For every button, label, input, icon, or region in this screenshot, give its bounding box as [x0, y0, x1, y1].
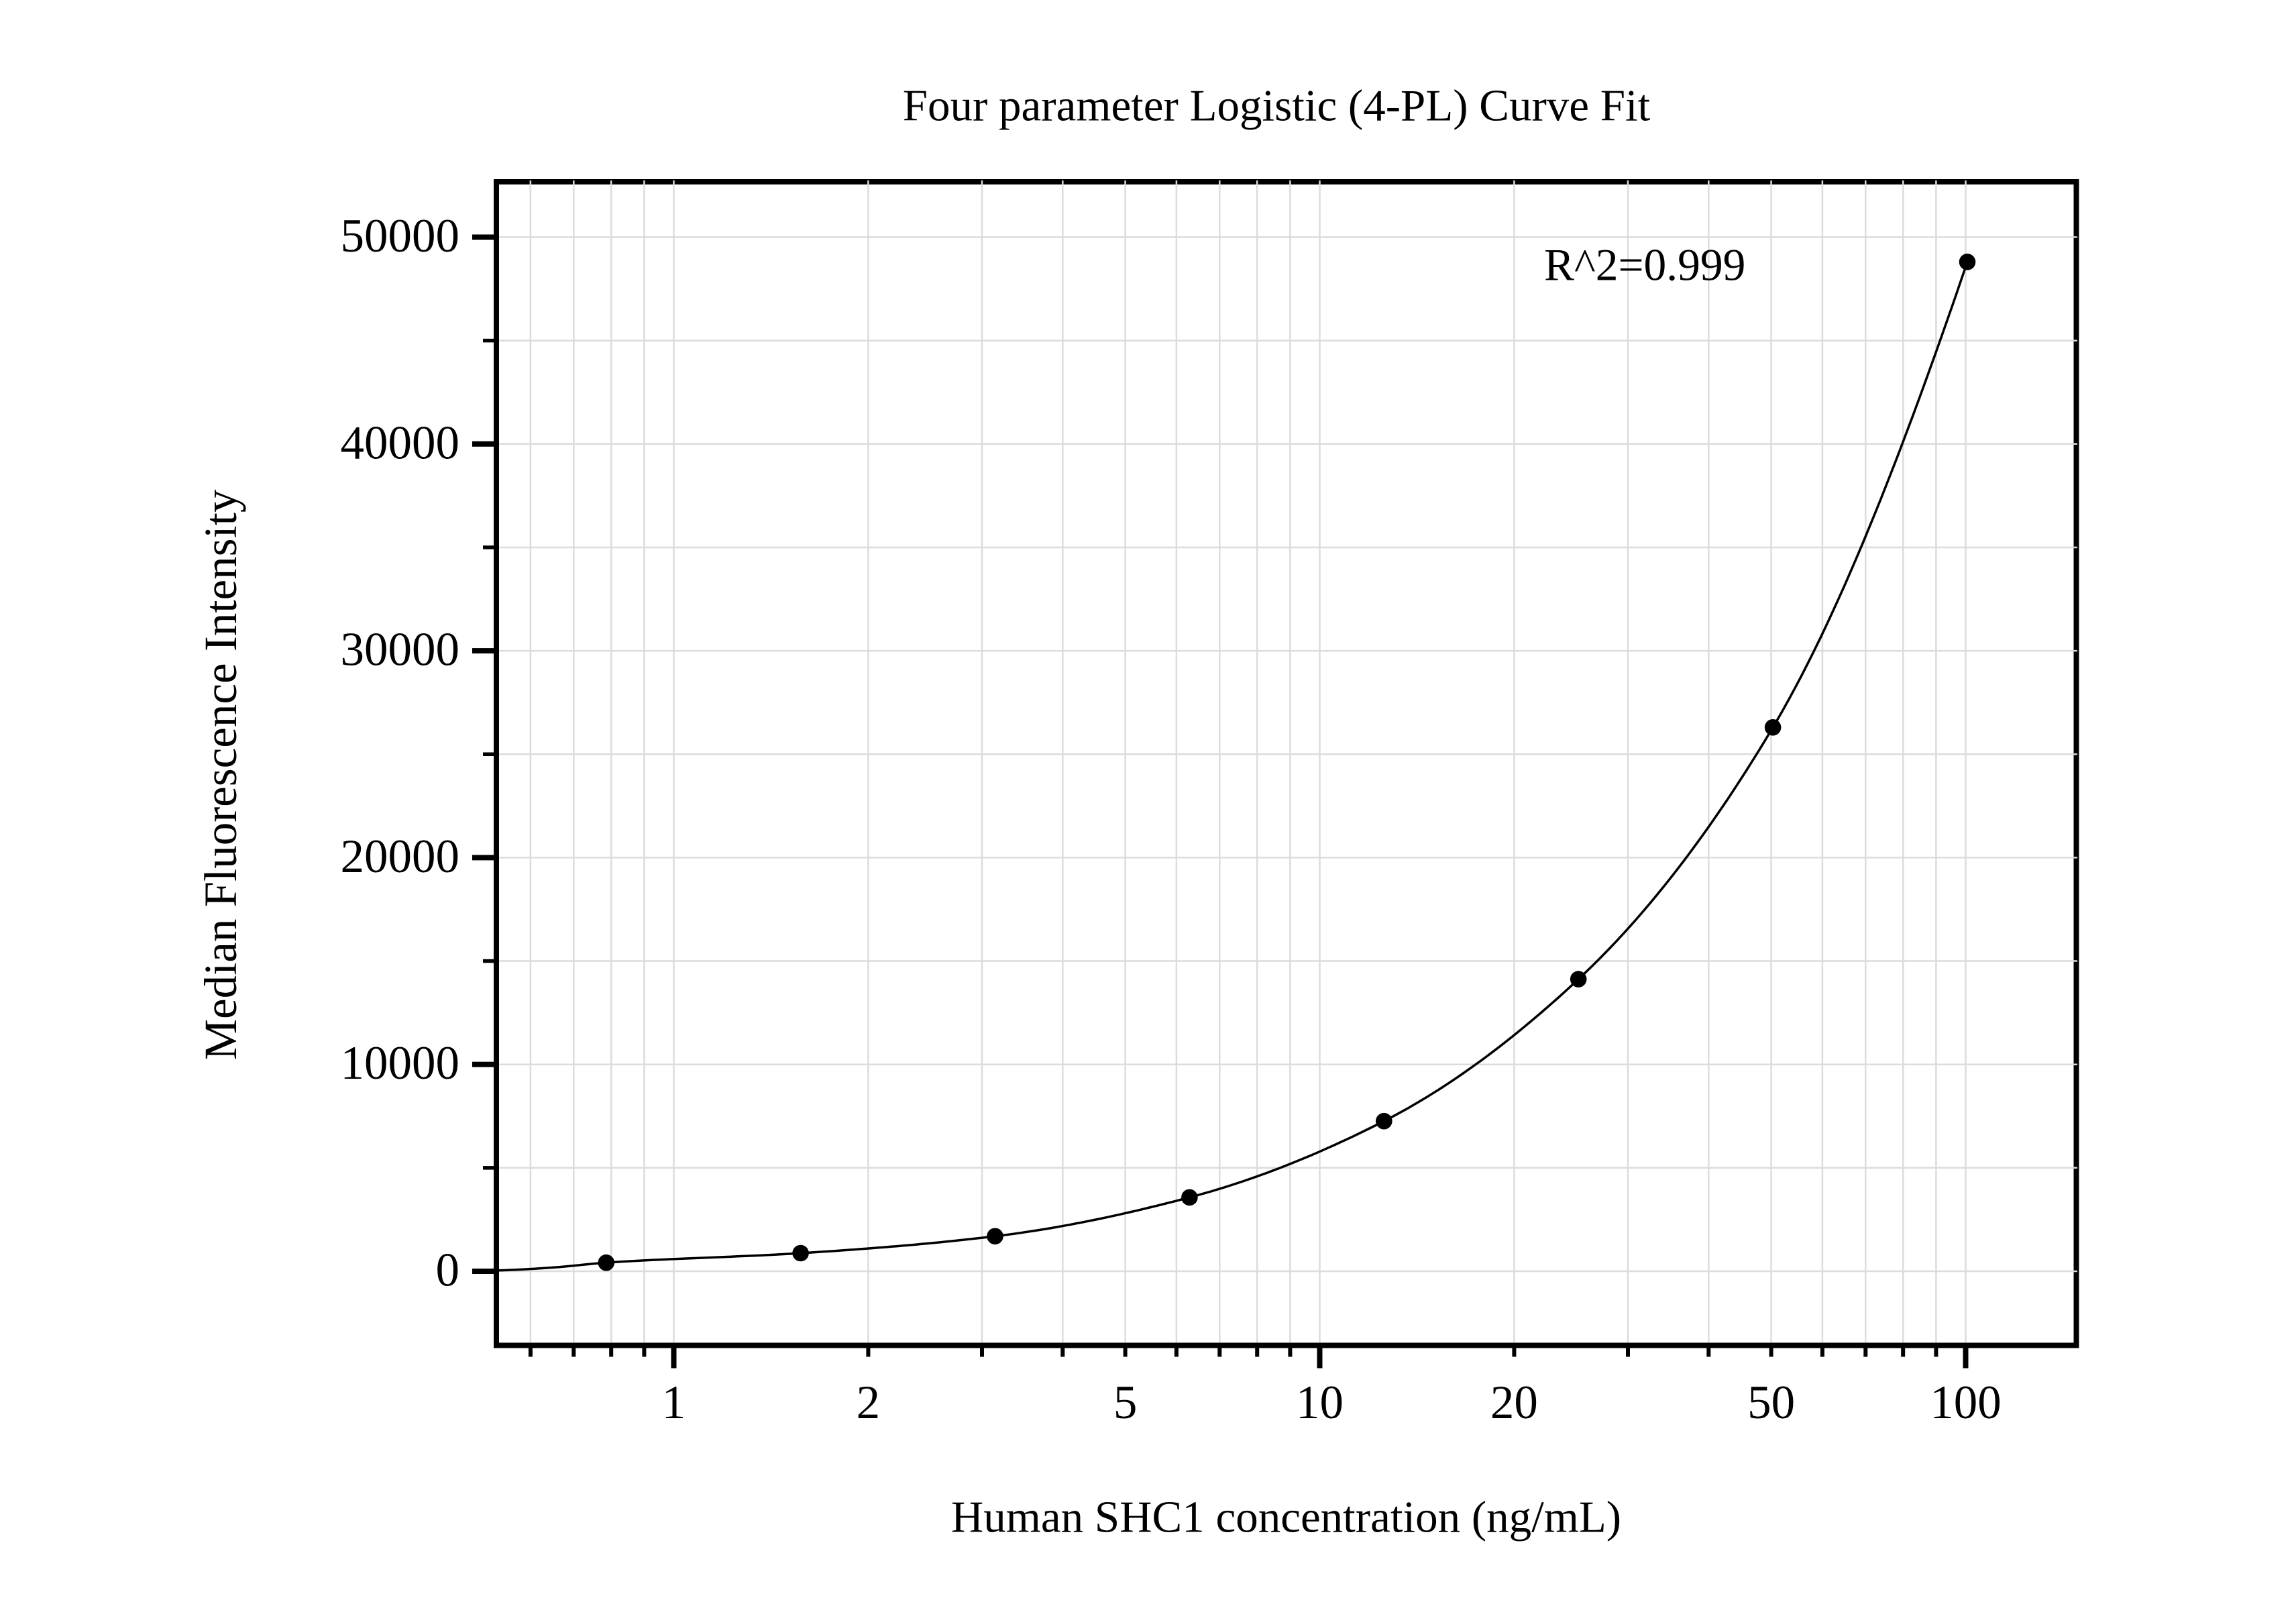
svg-text:5: 5 — [1113, 1377, 1138, 1429]
svg-text:50: 50 — [1747, 1377, 1795, 1429]
svg-text:Human SHC1 concentration (ng/m: Human SHC1 concentration (ng/mL) — [951, 1492, 1621, 1542]
svg-text:40000: 40000 — [341, 417, 460, 469]
svg-text:Median Fluorescence Intensity: Median Fluorescence Intensity — [195, 489, 246, 1060]
svg-text:20000: 20000 — [341, 831, 460, 883]
svg-text:100: 100 — [1930, 1377, 2002, 1429]
svg-text:0: 0 — [436, 1244, 460, 1297]
svg-text:10: 10 — [1296, 1377, 1344, 1429]
svg-text:50000: 50000 — [341, 210, 460, 262]
svg-text:Four parameter Logistic (4-PL): Four parameter Logistic (4-PL) Curve Fit — [903, 81, 1651, 131]
svg-text:2: 2 — [857, 1377, 881, 1429]
svg-text:20: 20 — [1490, 1377, 1538, 1429]
svg-text:1: 1 — [662, 1377, 686, 1429]
svg-text:10000: 10000 — [341, 1037, 460, 1089]
svg-text:R^2=0.999: R^2=0.999 — [1544, 240, 1745, 290]
svg-text:30000: 30000 — [341, 624, 460, 676]
